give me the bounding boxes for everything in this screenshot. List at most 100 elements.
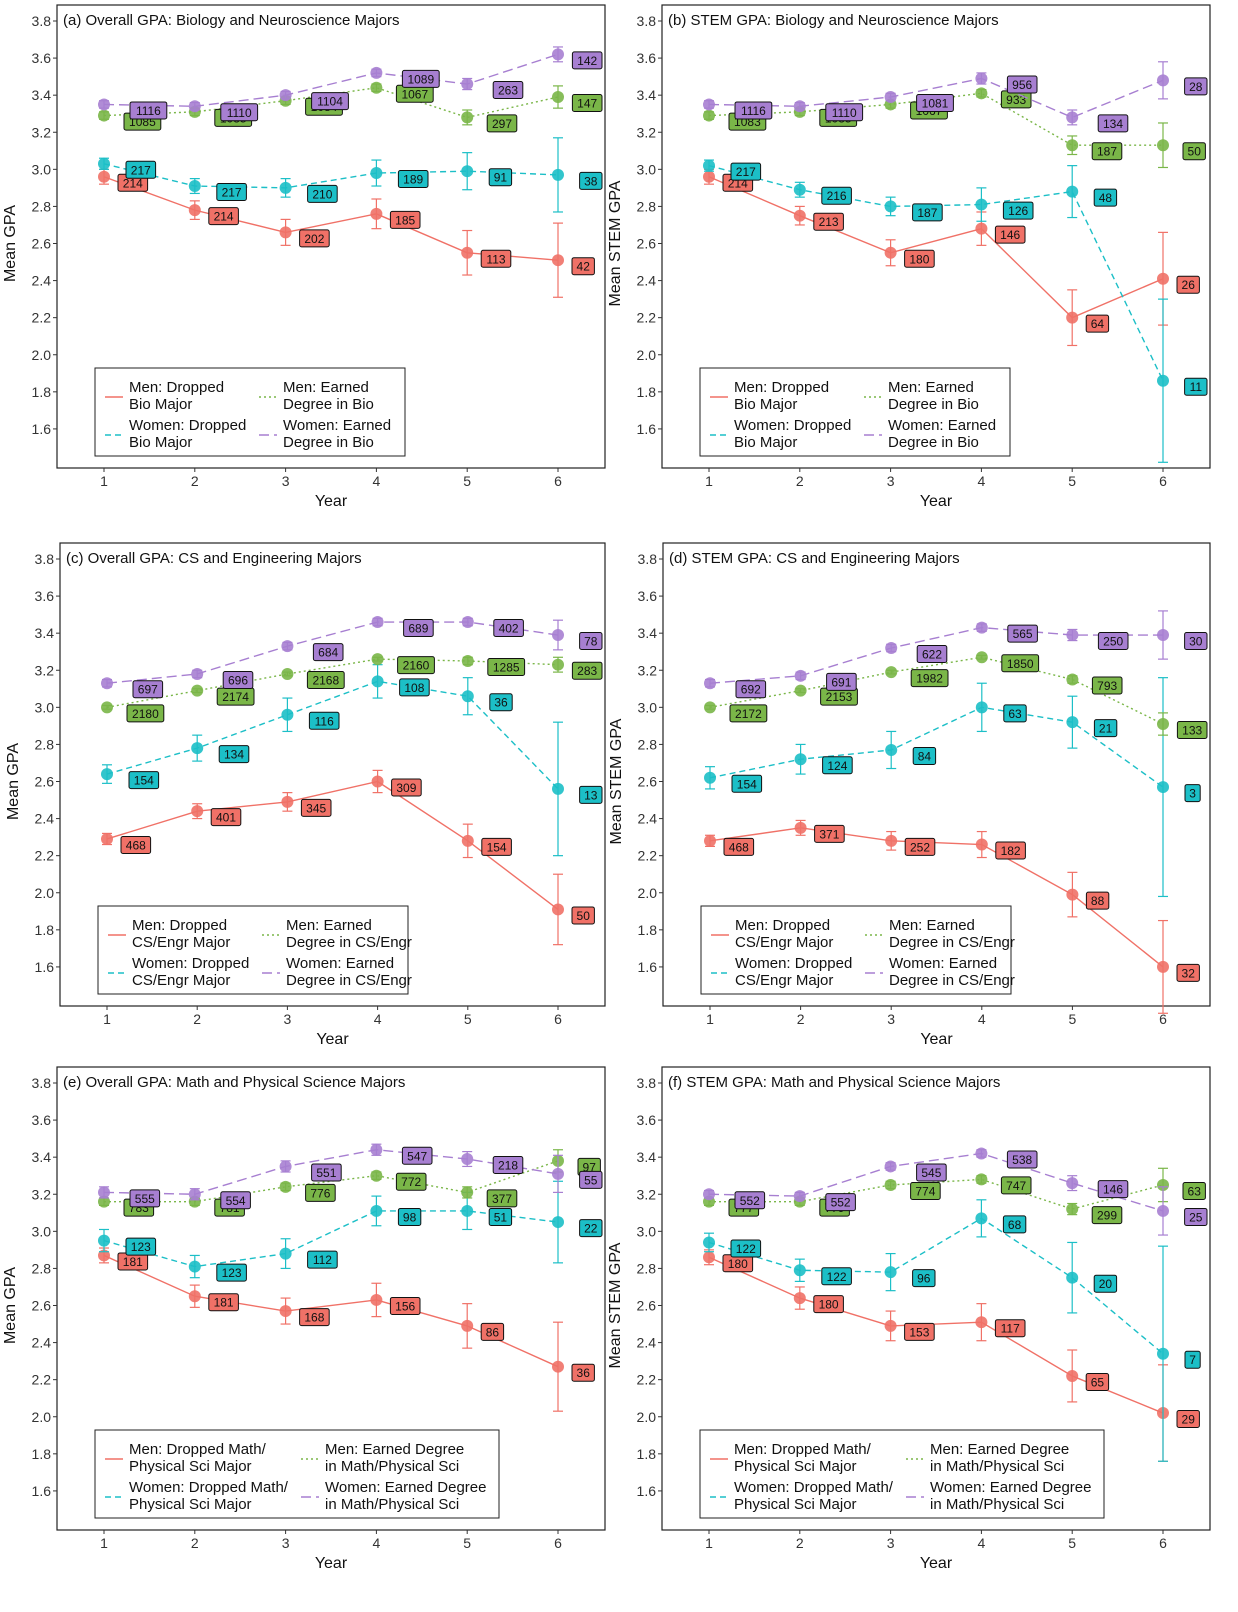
count-label: 565: [1007, 624, 1038, 643]
count-label-text: 283: [577, 664, 597, 678]
x-tick-label: 3: [887, 473, 895, 489]
data-point: [191, 684, 204, 697]
series-0: 181 181 168 156 86 36: [98, 1247, 595, 1412]
y-tick-label: 3.8: [638, 551, 658, 567]
count-label: 22: [579, 1219, 603, 1238]
count-label-text: 29: [1182, 1413, 1196, 1427]
count-label-text: 117: [1001, 1322, 1020, 1336]
legend-label: Men: Dropped: [734, 379, 829, 396]
count-label: 42: [571, 257, 595, 276]
count-label-text: 189: [403, 173, 423, 187]
data-point: [793, 1190, 806, 1203]
x-tick-label: 2: [193, 1011, 201, 1027]
data-point: [370, 1169, 383, 1182]
y-tick-label: 2.2: [638, 848, 658, 864]
count-label: 154: [481, 837, 512, 856]
count-label-text: 68: [1008, 1218, 1022, 1232]
count-label-text: 122: [736, 1242, 756, 1256]
count-label-text: 22: [584, 1222, 598, 1236]
count-label: 68: [1002, 1215, 1027, 1234]
chart-panel-f: 1.6 1.8 2.0 2.2 2.4 2.6 2.8 3.0 3.2 3.4 3.6 3.8 1 2 3 4…: [607, 1066, 1211, 1572]
count-label: 21: [1093, 719, 1118, 738]
data-point: [703, 1236, 715, 1249]
data-point: [1157, 139, 1169, 152]
data-point: [794, 821, 807, 834]
count-label-text: 217: [222, 186, 242, 200]
x-tick-label: 5: [463, 1535, 471, 1551]
y-tick-label: 1.6: [637, 421, 657, 437]
x-tick-label: 2: [797, 1011, 805, 1027]
count-label-text: 13: [584, 788, 598, 802]
data-point: [884, 1178, 897, 1191]
y-tick-label: 2.6: [637, 1298, 657, 1314]
count-label-text: 21: [1099, 722, 1113, 736]
y-tick-label: 3.4: [637, 1149, 657, 1165]
data-point: [885, 743, 898, 756]
data-point: [191, 805, 204, 818]
x-tick-label: 4: [978, 1535, 986, 1551]
data-point: [1066, 1369, 1079, 1382]
count-label-text: 2160: [403, 659, 430, 673]
x-tick-label: 2: [796, 1535, 804, 1551]
x-tick-label: 5: [463, 473, 471, 489]
count-label-text: 3: [1189, 787, 1196, 801]
count-label-text: 112: [313, 1253, 332, 1267]
count-label: 1850: [1001, 654, 1040, 673]
data-point: [704, 677, 716, 690]
data-point: [1157, 1347, 1169, 1360]
count-label-text: 134: [1103, 117, 1123, 131]
count-label: 88: [1085, 891, 1110, 910]
data-point: [461, 654, 474, 667]
data-point: [191, 742, 204, 755]
count-label: 78: [579, 632, 603, 651]
count-label-text: 182: [1001, 844, 1021, 858]
data-point: [552, 1360, 564, 1373]
x-tick-label: 5: [1069, 1011, 1077, 1027]
y-tick-label: 3.6: [637, 1112, 657, 1128]
series-2: 2172 2153 1982 1850 793 133: [704, 651, 1208, 740]
legend-label: Men: Earned Degree: [325, 1441, 464, 1458]
x-tick-label: 4: [373, 1535, 381, 1551]
count-label-text: 187: [917, 206, 937, 220]
count-label-text: 146: [1000, 228, 1020, 242]
y-tick-label: 3.8: [35, 551, 55, 567]
legend-label: CS/Engr Major: [132, 972, 230, 989]
data-point: [279, 89, 292, 102]
count-label: 774: [910, 1181, 941, 1200]
count-label-text: 1285: [493, 660, 520, 674]
data-point: [884, 200, 897, 213]
data-point: [461, 246, 474, 259]
data-point: [1066, 888, 1079, 901]
data-point: [371, 675, 384, 688]
count-label: 187: [1091, 142, 1123, 161]
count-label-text: 216: [827, 189, 847, 203]
series-3: 692 691 622 565 250 30: [704, 610, 1208, 699]
y-tick-label: 1.8: [637, 1446, 657, 1462]
count-label: 133: [1176, 721, 1208, 740]
count-label: 146: [1097, 1180, 1129, 1199]
count-label-text: 217: [736, 165, 756, 179]
count-label-text: 7: [1189, 1353, 1196, 1367]
count-label: 26: [1176, 275, 1200, 294]
count-label-text: 124: [827, 759, 847, 773]
count-label-text: 565: [1013, 627, 1033, 641]
count-label-text: 147: [577, 97, 597, 111]
y-tick-label: 3.8: [637, 13, 657, 29]
data-point: [793, 100, 806, 113]
count-label: 30: [1184, 632, 1208, 651]
data-point: [461, 1204, 474, 1217]
x-tick-label: 5: [464, 1011, 472, 1027]
count-label: 210: [307, 184, 338, 203]
data-point: [370, 66, 383, 79]
count-label: 468: [120, 835, 152, 854]
count-label-text: 1116: [136, 104, 161, 118]
x-tick-label: 4: [373, 473, 381, 489]
count-label: 956: [1006, 75, 1038, 94]
y-tick-label: 3.6: [638, 588, 658, 604]
count-label: 124: [822, 756, 853, 775]
count-label-text: 50: [1188, 145, 1202, 159]
y-axis-label: Mean STEM GPA: [608, 718, 625, 844]
count-label-text: 776: [310, 1186, 330, 1200]
